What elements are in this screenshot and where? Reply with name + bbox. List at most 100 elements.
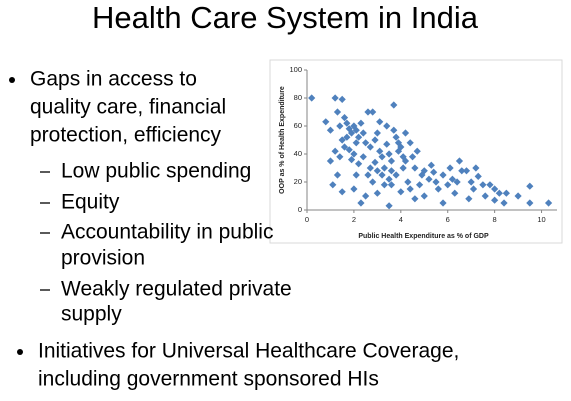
- x-tick-label: 8: [493, 215, 497, 224]
- point: [345, 125, 353, 133]
- point: [474, 172, 482, 180]
- point: [401, 129, 410, 137]
- point: [418, 171, 426, 179]
- point: [446, 164, 454, 172]
- point: [479, 181, 487, 189]
- point: [411, 164, 419, 172]
- point: [378, 171, 386, 179]
- y-tick-label: 60: [294, 121, 302, 130]
- point: [385, 202, 393, 210]
- point: [343, 119, 351, 127]
- point: [383, 122, 391, 130]
- point: [467, 178, 475, 186]
- point: [322, 118, 330, 126]
- sub-bullet-text: Equity: [61, 191, 120, 214]
- point: [481, 192, 489, 200]
- point: [352, 139, 360, 147]
- point: [380, 164, 388, 172]
- point: [355, 160, 363, 168]
- point: [486, 181, 494, 189]
- point: [387, 157, 396, 165]
- y-tick-label: 100: [289, 65, 302, 74]
- bullets: Gaps in access to quality care, financial…: [9, 68, 459, 391]
- bullet-dot: [17, 349, 23, 355]
- point: [399, 164, 407, 172]
- point: [364, 171, 372, 179]
- point: [425, 175, 433, 183]
- point: [362, 192, 370, 200]
- y-axis-label: OOP as % of Health Expenditure: [279, 86, 286, 194]
- point: [308, 94, 316, 102]
- point: [338, 188, 346, 196]
- point: [383, 140, 391, 148]
- point: [340, 114, 349, 122]
- slide-title: Health Care System in India: [92, 0, 479, 35]
- sub-bullet-text: provision: [61, 247, 145, 270]
- y-tick-label: 40: [294, 149, 302, 158]
- point: [345, 146, 353, 154]
- point: [394, 147, 403, 155]
- point: [514, 192, 522, 200]
- x-tick-label: 4: [399, 215, 403, 224]
- point: [326, 126, 335, 134]
- x-axis-label: Public Health Expenditure as % of GDP: [358, 233, 489, 240]
- point: [526, 182, 534, 190]
- point: [406, 139, 414, 147]
- point: [347, 129, 356, 137]
- point: [373, 129, 381, 137]
- point: [434, 185, 442, 193]
- point: [390, 101, 398, 109]
- bullet-dot: [9, 77, 15, 83]
- bullet-text: Initiatives for Universal Healthcare Cov…: [38, 340, 459, 363]
- point: [491, 185, 499, 193]
- point: [502, 189, 510, 197]
- point: [432, 178, 440, 186]
- point: [338, 136, 346, 144]
- point: [469, 185, 478, 193]
- point: [399, 153, 407, 161]
- point: [465, 195, 473, 203]
- y-tick-label: 20: [294, 177, 302, 186]
- point: [336, 122, 344, 130]
- point: [444, 181, 452, 189]
- point: [385, 175, 393, 183]
- bullet-text: quality care, financial: [30, 96, 226, 119]
- point: [406, 185, 414, 193]
- point: [408, 153, 417, 161]
- point: [451, 189, 459, 197]
- x-tick-label: 2: [352, 215, 356, 224]
- point: [373, 167, 381, 175]
- x-tick-label: 10: [537, 215, 545, 224]
- point: [397, 188, 405, 196]
- point: [390, 126, 398, 134]
- point: [366, 164, 374, 172]
- point: [359, 129, 367, 137]
- point: [331, 147, 339, 155]
- point: [343, 133, 351, 141]
- bullet-text: Gaps in access to: [30, 68, 197, 91]
- point: [352, 171, 360, 179]
- point: [371, 158, 379, 166]
- point: [387, 181, 396, 189]
- point: [362, 139, 370, 147]
- point: [420, 192, 428, 200]
- sub-bullet-text: supply: [61, 303, 122, 326]
- point: [371, 136, 379, 144]
- sub-bullet-text: Low public spending: [61, 160, 251, 183]
- point: [338, 95, 346, 103]
- point: [394, 139, 403, 147]
- bullet-text: including government sponsored HIs: [38, 368, 379, 391]
- x-tick-label: 0: [305, 215, 309, 224]
- point: [369, 108, 377, 116]
- point: [357, 119, 365, 127]
- point: [404, 178, 412, 186]
- point: [376, 147, 384, 155]
- point: [357, 199, 365, 207]
- point: [380, 181, 388, 189]
- sub-bullet-text: Weakly regulated private: [61, 278, 292, 301]
- point: [495, 189, 503, 197]
- point: [453, 178, 461, 186]
- point: [392, 171, 400, 179]
- point: [439, 171, 447, 179]
